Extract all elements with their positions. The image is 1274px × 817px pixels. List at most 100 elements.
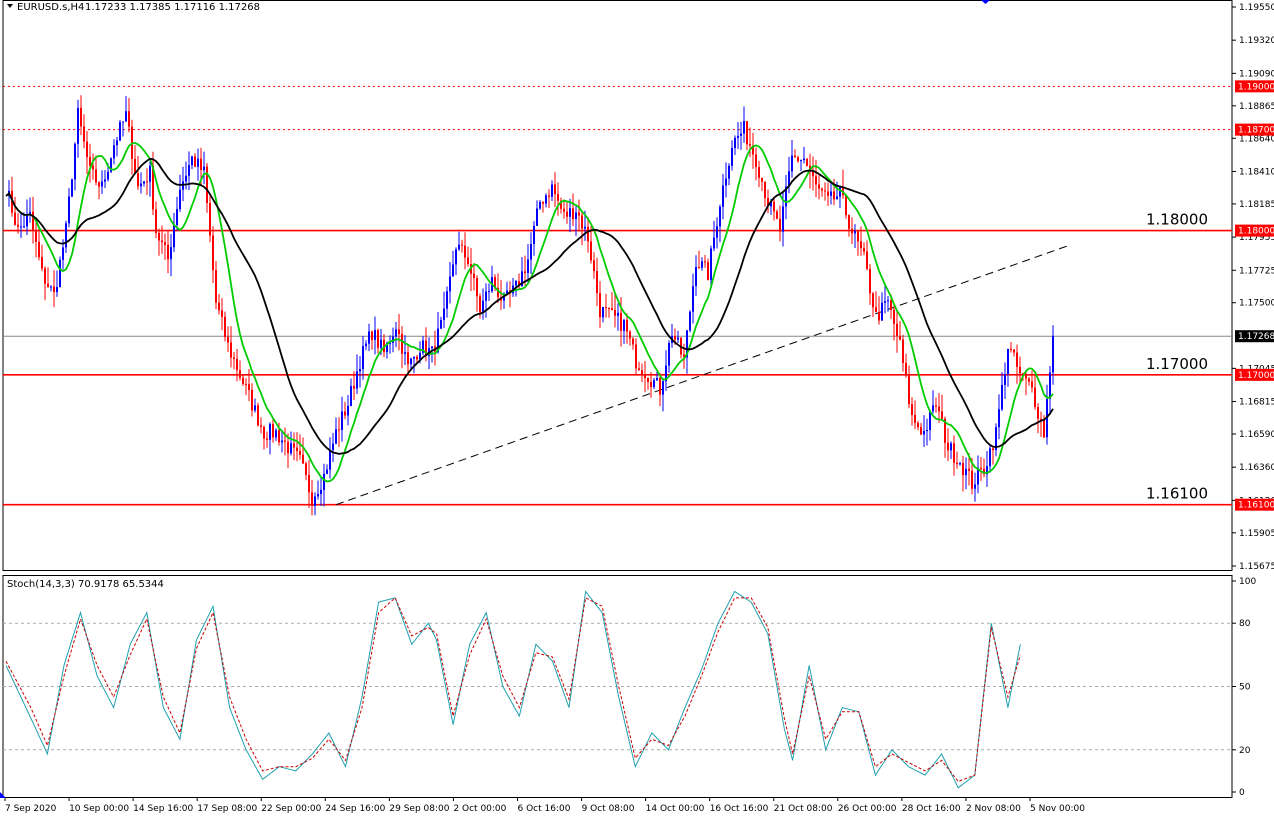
candle-body[interactable] bbox=[875, 307, 877, 312]
candle-body[interactable] bbox=[581, 215, 583, 229]
candle-body[interactable] bbox=[563, 208, 565, 212]
candle-body[interactable] bbox=[647, 378, 649, 383]
candle-body[interactable] bbox=[728, 165, 730, 179]
candle-body[interactable] bbox=[236, 358, 238, 371]
candle-body[interactable] bbox=[668, 342, 670, 366]
candle-body[interactable] bbox=[416, 356, 418, 360]
candle-body[interactable] bbox=[104, 179, 106, 182]
candle-body[interactable] bbox=[1028, 378, 1030, 382]
candle-body[interactable] bbox=[851, 228, 853, 234]
candle-body[interactable] bbox=[413, 356, 415, 359]
candle-body[interactable] bbox=[107, 171, 109, 180]
candle-body[interactable] bbox=[914, 414, 916, 423]
candle-body[interactable] bbox=[242, 377, 244, 384]
candle-body[interactable] bbox=[368, 331, 370, 344]
candle-body[interactable] bbox=[521, 271, 523, 287]
candle-body[interactable] bbox=[626, 319, 628, 332]
candle-body[interactable] bbox=[611, 308, 613, 311]
candle-body[interactable] bbox=[473, 273, 475, 278]
candle-body[interactable] bbox=[314, 496, 316, 506]
candle-body[interactable] bbox=[485, 291, 487, 301]
candle-body[interactable] bbox=[101, 181, 103, 187]
candle-body[interactable] bbox=[341, 411, 343, 430]
candle-body[interactable] bbox=[365, 343, 367, 347]
candle-body[interactable] bbox=[335, 429, 337, 444]
candle-body[interactable] bbox=[38, 241, 40, 258]
candle-body[interactable] bbox=[917, 422, 919, 428]
candle-body[interactable] bbox=[932, 405, 934, 412]
candle-body[interactable] bbox=[23, 226, 25, 228]
candle-body[interactable] bbox=[815, 176, 817, 185]
candle-body[interactable] bbox=[77, 107, 79, 144]
candle-body[interactable] bbox=[617, 312, 619, 316]
candle-body[interactable] bbox=[998, 409, 1000, 428]
candle-body[interactable] bbox=[575, 212, 577, 219]
candle-body[interactable] bbox=[725, 178, 727, 186]
candle-body[interactable] bbox=[860, 241, 862, 249]
candle-body[interactable] bbox=[692, 286, 694, 312]
candle-body[interactable] bbox=[941, 411, 943, 419]
candle-body[interactable] bbox=[785, 186, 787, 207]
candle-body[interactable] bbox=[863, 248, 865, 252]
candle-body[interactable] bbox=[140, 183, 142, 187]
candle-body[interactable] bbox=[227, 336, 229, 343]
candle-body[interactable] bbox=[149, 165, 151, 182]
candle-body[interactable] bbox=[296, 447, 298, 452]
candle-body[interactable] bbox=[323, 473, 325, 490]
candle-body[interactable] bbox=[71, 179, 73, 197]
candle-body[interactable] bbox=[779, 218, 781, 232]
candle-body[interactable] bbox=[56, 287, 58, 293]
candle-body[interactable] bbox=[338, 429, 340, 431]
candle-body[interactable] bbox=[761, 177, 763, 182]
candle-body[interactable] bbox=[461, 244, 463, 246]
candle-body[interactable] bbox=[359, 369, 361, 372]
candle-body[interactable] bbox=[170, 247, 172, 260]
candle-body[interactable] bbox=[836, 196, 838, 200]
candle-body[interactable] bbox=[995, 427, 997, 450]
candle-body[interactable] bbox=[65, 223, 67, 248]
candle-body[interactable] bbox=[593, 260, 595, 272]
candle-body[interactable] bbox=[551, 184, 553, 197]
candle-body[interactable] bbox=[920, 427, 922, 435]
candle-body[interactable] bbox=[395, 329, 397, 337]
candle-body[interactable] bbox=[356, 371, 358, 389]
candle-body[interactable] bbox=[548, 195, 550, 197]
candle-body[interactable] bbox=[53, 286, 55, 293]
candle-body[interactable] bbox=[134, 158, 136, 174]
candle-body[interactable] bbox=[425, 340, 427, 357]
candle-body[interactable] bbox=[719, 206, 721, 227]
candle-body[interactable] bbox=[287, 441, 289, 454]
candle-body[interactable] bbox=[1013, 349, 1015, 353]
candle-body[interactable] bbox=[1043, 419, 1045, 438]
candle-body[interactable] bbox=[407, 352, 409, 365]
candle-body[interactable] bbox=[530, 244, 532, 260]
candle-body[interactable] bbox=[518, 281, 520, 287]
candle-body[interactable] bbox=[371, 331, 373, 340]
candle-body[interactable] bbox=[902, 339, 904, 363]
candle-body[interactable] bbox=[935, 405, 937, 407]
candle-body[interactable] bbox=[86, 141, 88, 158]
candle-body[interactable] bbox=[1034, 387, 1036, 408]
candle-body[interactable] bbox=[866, 251, 868, 269]
candle-body[interactable] bbox=[590, 241, 592, 261]
candle-body[interactable] bbox=[290, 443, 292, 454]
candle-body[interactable] bbox=[1022, 373, 1024, 375]
candle-body[interactable] bbox=[389, 342, 391, 344]
candle-body[interactable] bbox=[377, 330, 379, 348]
candle-body[interactable] bbox=[251, 389, 253, 411]
candle-body[interactable] bbox=[908, 375, 910, 405]
candle-body[interactable] bbox=[257, 405, 259, 426]
candle-body[interactable] bbox=[605, 307, 607, 309]
candle-body[interactable] bbox=[968, 468, 970, 471]
candle-body[interactable] bbox=[110, 158, 112, 172]
candle-body[interactable] bbox=[380, 339, 382, 348]
candle-body[interactable] bbox=[713, 237, 715, 249]
candle-body[interactable] bbox=[635, 344, 637, 369]
candle-body[interactable] bbox=[467, 257, 469, 265]
candle-body[interactable] bbox=[437, 328, 439, 353]
stoch-panel[interactable] bbox=[3, 590, 1232, 789]
candle-body[interactable] bbox=[701, 261, 703, 268]
candle-body[interactable] bbox=[965, 468, 967, 476]
candle-body[interactable] bbox=[329, 450, 331, 470]
